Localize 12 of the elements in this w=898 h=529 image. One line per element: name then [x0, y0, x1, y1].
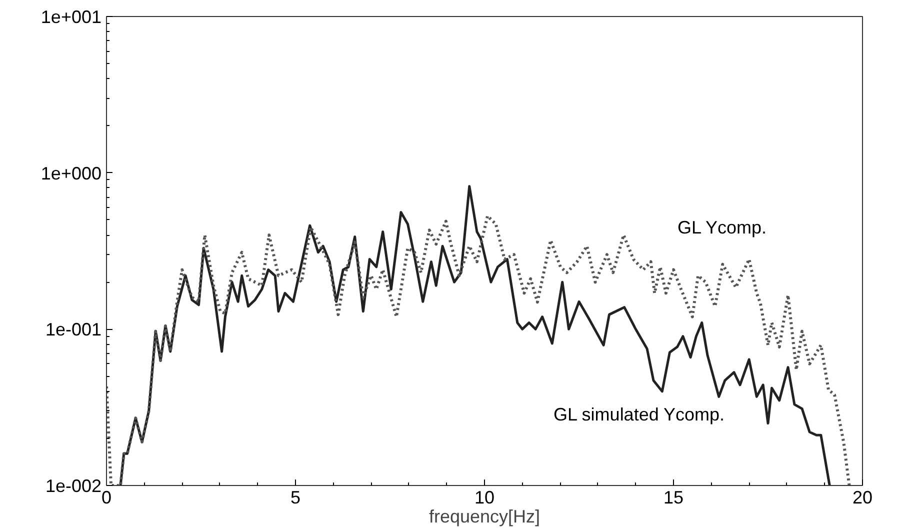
- y-tick-label: 1e-001: [45, 320, 102, 340]
- x-tick-label: 0: [101, 488, 112, 508]
- x-axis-title: frequency[Hz]: [428, 506, 540, 526]
- x-tick-label: 20: [852, 488, 873, 508]
- y-tick-label: 1e+000: [40, 163, 102, 184]
- y-tick-label: 1e-002: [45, 476, 102, 496]
- series-label: GL Ycomp.: [677, 218, 767, 238]
- x-tick-label: 10: [474, 488, 495, 508]
- x-tick-label: 15: [663, 488, 684, 508]
- x-tick-label: 5: [290, 488, 301, 508]
- series-label: GL simulated Ycomp.: [553, 404, 725, 424]
- y-tick-label: 1e+001: [40, 7, 102, 27]
